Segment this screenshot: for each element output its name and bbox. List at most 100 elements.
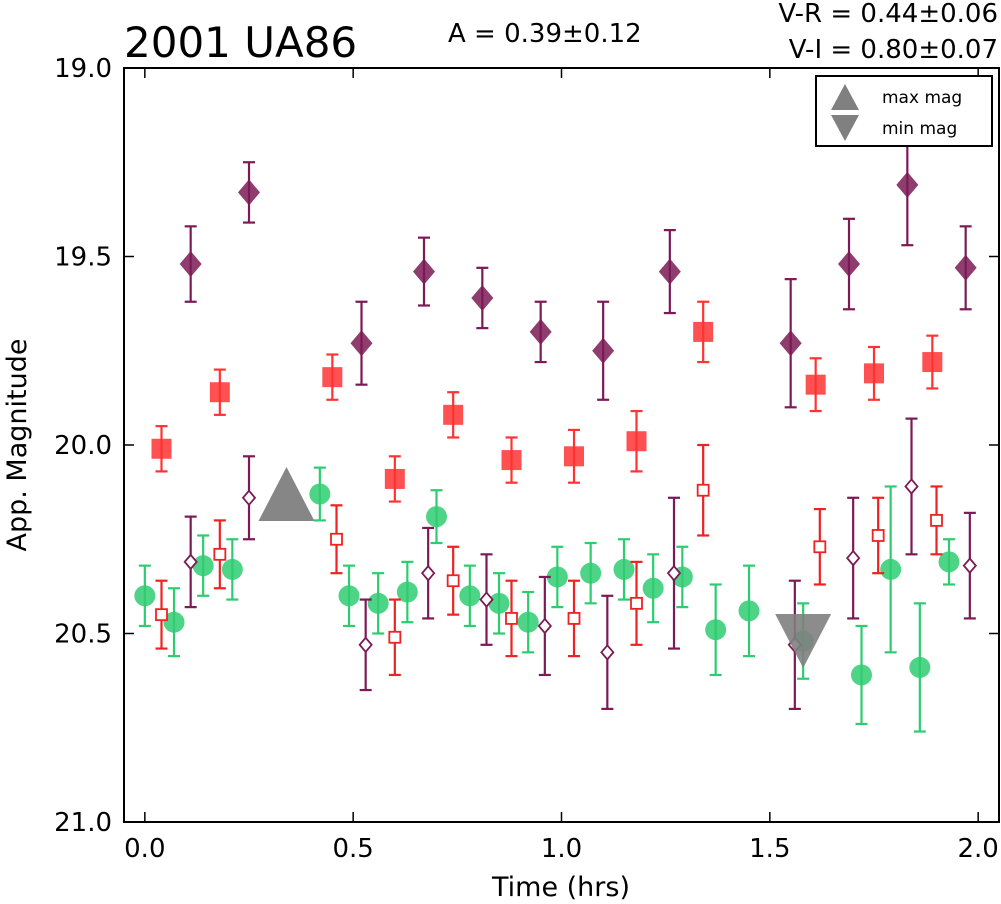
data-point [529, 318, 552, 345]
data-point [183, 553, 198, 571]
data-point [922, 352, 943, 373]
x-tick-label: 1.5 [749, 834, 790, 864]
x-tick-label: 0.5 [332, 834, 373, 864]
data-point [567, 612, 581, 625]
data-point [705, 619, 727, 641]
min-mag-marker [775, 614, 832, 669]
data-point [443, 404, 464, 425]
y-axis-label: App. Magnitude [2, 339, 33, 552]
data-point [864, 363, 884, 384]
v-i-color-stat: V-I = 0.80±0.07 [789, 35, 998, 65]
data-point [134, 585, 156, 607]
data-point [517, 611, 539, 633]
data-point [626, 431, 647, 452]
series-R-filled [151, 300, 943, 503]
data-point [580, 562, 602, 584]
plot-layer [134, 123, 978, 733]
data-point [446, 574, 460, 588]
data-point [426, 506, 447, 528]
data-point [600, 643, 615, 661]
data-point [488, 592, 510, 614]
data-point [813, 540, 827, 554]
data-point [209, 382, 230, 403]
y-tick-label: 19.0 [54, 54, 112, 84]
data-point [151, 438, 172, 459]
chart-title: 2001 UA86 [124, 18, 357, 67]
data-point [696, 483, 710, 497]
data-point [471, 284, 494, 311]
axis-ticks: 0.0 0.5 1.0 1.5 2.0 19.0 19.5 20.0 20.5 21.0 [54, 54, 999, 864]
series-V-filled [134, 466, 960, 733]
data-point [693, 321, 714, 342]
data-point [805, 374, 826, 395]
data-point [630, 596, 643, 610]
data-point [592, 337, 615, 364]
data-point [738, 600, 760, 622]
data-point [871, 529, 885, 542]
data-point [938, 551, 960, 573]
x-tick-label: 0.0 [124, 834, 165, 864]
data-point [838, 251, 860, 278]
data-point [658, 258, 681, 285]
data-point [459, 585, 481, 607]
x-axis-label: Time (hrs) [491, 872, 630, 903]
data-point [479, 591, 494, 608]
y-tick-label: 19.5 [54, 243, 112, 273]
data-point [501, 450, 522, 471]
data-point [779, 330, 802, 357]
data-point [221, 558, 243, 580]
data-point [163, 611, 185, 633]
data-point [962, 557, 978, 575]
legend: max mag min mag [815, 75, 993, 147]
x-tick-label: 1.0 [541, 834, 582, 864]
data-point [413, 258, 435, 285]
data-point [904, 478, 919, 495]
series-I-open [183, 417, 978, 711]
data-point [909, 656, 931, 678]
series-I-filled [179, 123, 977, 409]
legend-max-mag-label: max mag [882, 88, 962, 108]
data-point [613, 558, 635, 580]
data-point [238, 179, 260, 206]
data-point [564, 446, 584, 467]
legend-max-mag-marker [831, 84, 859, 110]
data-point [954, 254, 977, 281]
data-point [388, 630, 402, 644]
data-point [213, 547, 227, 561]
data-point [546, 566, 568, 588]
series-R-open [155, 443, 943, 677]
data-point [367, 592, 389, 614]
data-point [241, 489, 257, 507]
data-point [420, 564, 436, 582]
data-point [309, 483, 331, 505]
data-point [322, 367, 343, 388]
v-r-color-stat: V-R = 0.44±0.06 [778, 0, 998, 29]
y-tick-label: 20.0 [54, 431, 112, 461]
amplitude-stat: A = 0.39±0.12 [448, 19, 642, 49]
legend-min-mag-label: min mag [882, 119, 957, 139]
max-mag-marker [258, 467, 315, 522]
y-tick-label: 20.5 [54, 620, 112, 650]
y-tick-label: 21.0 [54, 808, 112, 838]
data-point [642, 577, 664, 599]
data-point [384, 468, 405, 489]
data-point [505, 612, 518, 625]
data-point [845, 549, 861, 567]
data-point [666, 564, 682, 582]
data-point [338, 585, 360, 607]
data-point [330, 532, 343, 546]
x-tick-label: 2.0 [957, 834, 998, 864]
data-point [537, 617, 553, 635]
data-point [896, 171, 919, 198]
data-point [179, 251, 202, 278]
data-point [396, 581, 418, 603]
data-point [851, 664, 872, 686]
data-point [192, 555, 214, 577]
data-point [155, 608, 168, 622]
data-point [880, 558, 902, 580]
data-point [350, 330, 373, 357]
data-point [358, 636, 373, 654]
data-point [930, 514, 943, 527]
legend-min-mag-marker [831, 115, 859, 141]
